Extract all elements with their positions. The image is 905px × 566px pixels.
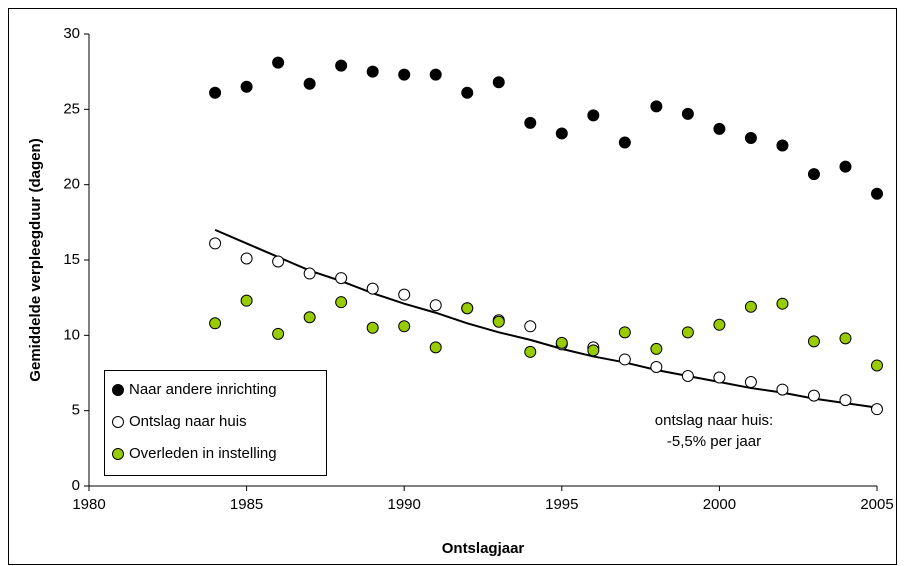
legend-label: Overleden in instelling <box>129 445 277 462</box>
marker <box>366 282 379 295</box>
marker <box>618 326 631 339</box>
marker <box>839 160 852 173</box>
marker <box>524 320 537 333</box>
annotation: ontslag naar huis: <box>655 412 773 429</box>
marker <box>335 59 348 72</box>
marker <box>366 65 379 78</box>
marker <box>776 383 789 396</box>
y-tick-label: 0 <box>72 477 80 494</box>
marker <box>492 315 505 328</box>
marker <box>839 332 852 345</box>
y-tick-label: 10 <box>63 326 80 343</box>
marker <box>839 394 852 407</box>
marker <box>807 389 820 402</box>
marker <box>398 288 411 301</box>
trend-line <box>214 228 878 409</box>
marker <box>240 80 253 93</box>
marker <box>492 76 505 89</box>
marker <box>335 296 348 309</box>
marker <box>366 321 379 334</box>
marker <box>461 302 474 315</box>
marker <box>272 56 285 69</box>
legend-label: Ontslag naar huis <box>129 413 247 430</box>
x-tick-label: 1995 <box>545 496 578 513</box>
marker <box>524 345 537 358</box>
y-tick-label: 5 <box>72 402 80 419</box>
marker <box>744 376 757 389</box>
marker <box>272 255 285 268</box>
marker <box>713 371 726 384</box>
marker <box>555 127 568 140</box>
marker <box>209 86 222 99</box>
marker <box>555 336 568 349</box>
marker <box>744 300 757 313</box>
marker <box>240 294 253 307</box>
marker <box>335 272 348 285</box>
y-tick-label: 30 <box>63 25 80 42</box>
x-tick-label: 2005 <box>860 496 893 513</box>
marker <box>272 327 285 340</box>
marker <box>681 370 694 383</box>
x-tick-label: 1985 <box>230 496 263 513</box>
legend-marker <box>112 384 124 396</box>
marker <box>209 237 222 250</box>
marker <box>429 341 442 354</box>
marker <box>650 342 663 355</box>
legend-marker <box>112 448 124 460</box>
legend-label: Naar andere inrichting <box>129 381 277 398</box>
y-tick-label: 25 <box>63 100 80 117</box>
marker <box>807 335 820 348</box>
legend-marker <box>112 416 124 428</box>
marker <box>303 267 316 280</box>
marker <box>429 299 442 312</box>
marker <box>713 318 726 331</box>
marker <box>587 344 600 357</box>
marker <box>524 116 537 129</box>
y-axis-title: Gemiddelde verpleegduur (dagen) <box>27 138 44 381</box>
marker <box>618 353 631 366</box>
x-axis-title: Ontslagjaar <box>442 540 525 557</box>
marker <box>807 168 820 181</box>
marker <box>776 297 789 310</box>
x-tick-label: 2000 <box>703 496 736 513</box>
marker <box>461 86 474 99</box>
marker <box>681 107 694 120</box>
marker <box>429 68 442 81</box>
marker <box>587 109 600 122</box>
chart-frame <box>8 8 897 565</box>
marker <box>650 100 663 113</box>
marker <box>398 320 411 333</box>
marker <box>871 187 883 200</box>
marker <box>303 77 316 90</box>
x-tick-label: 1990 <box>388 496 421 513</box>
annotation: -5,5% per jaar <box>667 433 761 450</box>
marker <box>303 311 316 324</box>
marker <box>871 403 883 416</box>
marker <box>681 326 694 339</box>
marker <box>240 252 253 265</box>
marker <box>744 131 757 144</box>
marker <box>871 359 883 372</box>
x-tick-label: 1980 <box>72 496 105 513</box>
marker <box>776 139 789 152</box>
marker <box>398 68 411 81</box>
y-tick-label: 15 <box>63 251 80 268</box>
y-tick-label: 20 <box>63 176 80 193</box>
marker <box>209 317 222 330</box>
marker <box>650 360 663 373</box>
marker <box>713 122 726 135</box>
marker <box>618 136 631 149</box>
legend-box <box>104 370 327 476</box>
